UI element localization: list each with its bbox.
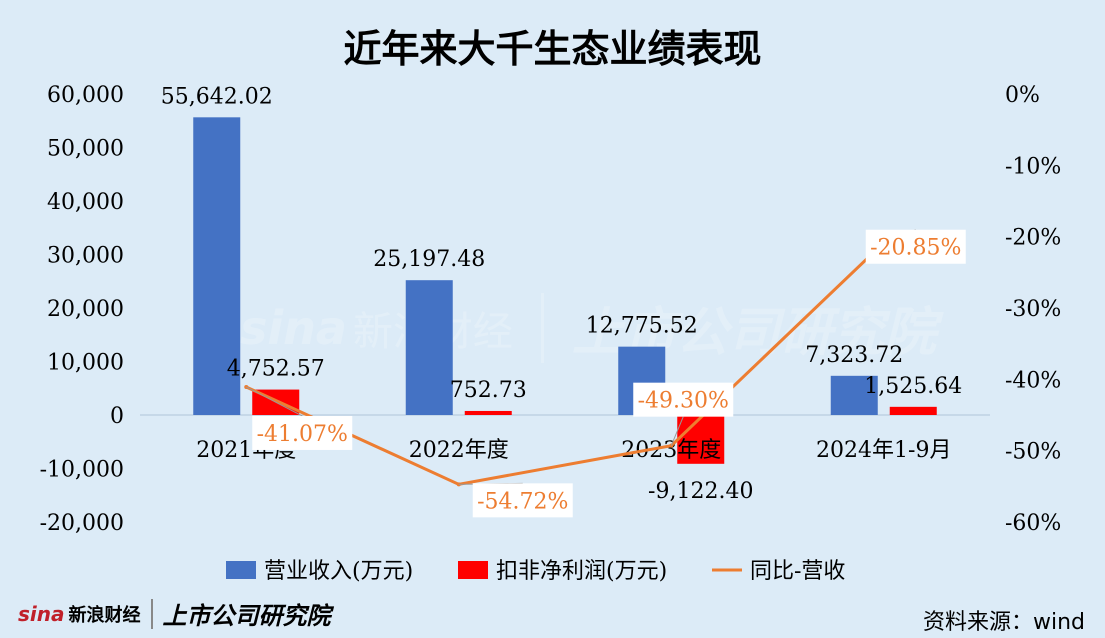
- data-source: 资料来源：wind: [922, 610, 1085, 635]
- category-label: 2024年1-9月: [816, 438, 951, 463]
- sina-finance-text: 新浪财经: [68, 604, 141, 626]
- right-axis-tick-label: -50%: [1005, 440, 1061, 465]
- profit-data-label: -9,122.40: [648, 479, 753, 504]
- left-axis-tick-label: 30,000: [47, 244, 124, 269]
- category-label: 2022年度: [409, 438, 509, 463]
- growth-label-box: [252, 415, 353, 450]
- growth-leader-line: [246, 386, 303, 417]
- right-axis-tick-label: 0%: [1005, 83, 1040, 108]
- left-axis-tick-label: 0: [110, 404, 124, 429]
- sina-logo-text: sina: [18, 601, 65, 626]
- revenue-bar: [193, 117, 241, 416]
- profit-data-label: 4,752.57: [227, 357, 325, 382]
- left-axis-tick-label: 40,000: [47, 190, 124, 215]
- growth-data-label: -41.07%: [257, 422, 348, 447]
- legend-swatch-profit: [458, 561, 488, 579]
- legend-label-growth: 同比-营收: [750, 559, 845, 584]
- right-axis-tick-label: -20%: [1005, 226, 1061, 251]
- category-label: 2023年度: [621, 438, 721, 463]
- revenue-data-label: 12,775.52: [586, 314, 698, 339]
- left-axis-tick-label: 50,000: [47, 137, 124, 162]
- growth-data-label: -49.30%: [638, 389, 729, 414]
- left-axis-tick-label: 10,000: [47, 351, 124, 376]
- growth-data-label: -20.85%: [870, 236, 961, 261]
- profit-data-label: 752.73: [450, 378, 527, 403]
- right-axis-tick-label: -30%: [1005, 297, 1061, 322]
- revenue-data-label: 25,197.48: [373, 247, 485, 272]
- growth-leader-line: [670, 416, 684, 446]
- profit-bar: [889, 406, 937, 415]
- growth-line: [245, 241, 885, 486]
- legend-label-revenue: 营业收入(万元): [264, 559, 413, 584]
- legend-swatch-revenue: [226, 561, 256, 579]
- revenue-data-label: 7,323.72: [805, 343, 903, 368]
- sina-finance-logo: sina 新浪财经 上市公司研究院: [18, 596, 331, 631]
- growth-label-box: [633, 382, 734, 417]
- profit-bar: [677, 415, 725, 464]
- growth-label-box: [865, 229, 966, 264]
- logo-divider: [150, 598, 153, 629]
- profit-data-label: 1,525.64: [864, 374, 962, 399]
- growth-label-box: [472, 483, 573, 518]
- right-axis-tick-label: -10%: [1005, 154, 1061, 179]
- growth-data-label: -54.72%: [477, 489, 568, 514]
- right-axis-tick-label: -40%: [1005, 368, 1061, 393]
- chart-title: 近年来大千生态业绩表现: [343, 27, 762, 71]
- left-axis-tick-label: 60,000: [47, 83, 124, 108]
- legend-label-profit: 扣非净利润(万元): [496, 559, 667, 584]
- institute-logo-text: 上市公司研究院: [162, 601, 331, 630]
- right-axis-tick-label: -60%: [1005, 511, 1061, 536]
- left-axis-tick-label: -20,000: [40, 511, 124, 536]
- left-axis-tick-label: -10,000: [40, 458, 124, 483]
- revenue-data-label: 55,642.02: [161, 84, 273, 109]
- revenue-bar: [830, 375, 878, 415]
- profit-bar: [464, 410, 512, 415]
- left-axis-tick-label: 20,000: [47, 297, 124, 322]
- revenue-bar: [405, 280, 453, 415]
